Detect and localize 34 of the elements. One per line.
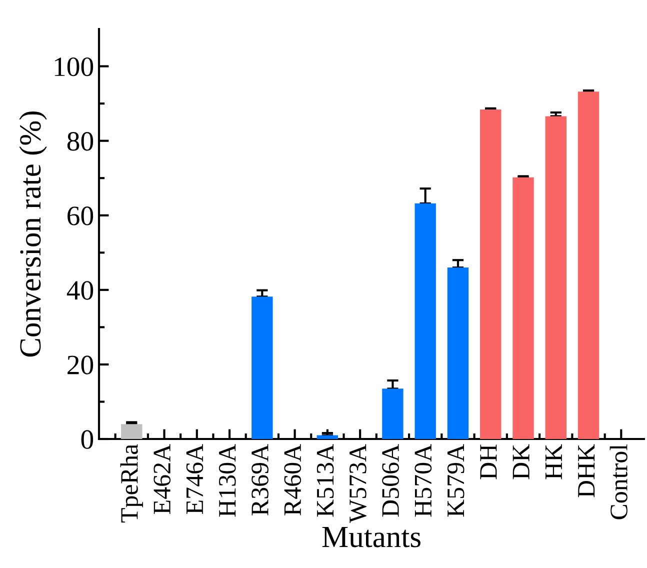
bar [316,435,338,439]
bar [545,116,566,439]
x-tick-label: K579A [447,444,464,517]
x-tick-label: H130A [218,444,236,517]
x-tick-label: W573A [350,444,366,523]
x-tick-label: DH [480,444,497,480]
x-tick-label: E746A [186,444,204,514]
bar [447,268,469,439]
y-tick-label: 40 [66,281,94,300]
x-tick-label: E462A [154,444,171,514]
bar [252,296,273,439]
x-tick-label: R369A [252,444,268,516]
x-tick-label: TpeRha [120,444,143,523]
bar [512,177,534,439]
x-tick-label: HK [546,444,562,480]
x-tick-label: K513A [316,444,334,517]
y-tick-label: 60 [68,206,94,226]
x-tick-label: D506A [382,444,399,517]
x-tick-label: DHK [578,444,595,498]
x-tick-label: DK [512,444,530,480]
x-tick-label: Control [610,444,628,520]
y-axis-title: Conversion rate (%) [19,111,47,357]
bar [382,388,404,439]
x-tick-label: H570A [414,444,432,517]
y-tick-label: 80 [67,132,94,151]
bar [414,203,436,439]
x-tick-label: R460A [284,444,302,516]
bar [578,92,600,439]
bar [480,110,502,439]
y-tick-label: 20 [68,356,94,374]
y-tick-label: 100 [54,57,94,76]
y-tick-label: 0 [81,430,94,449]
x-axis-title: Mutants [322,526,420,548]
bar [121,424,142,439]
